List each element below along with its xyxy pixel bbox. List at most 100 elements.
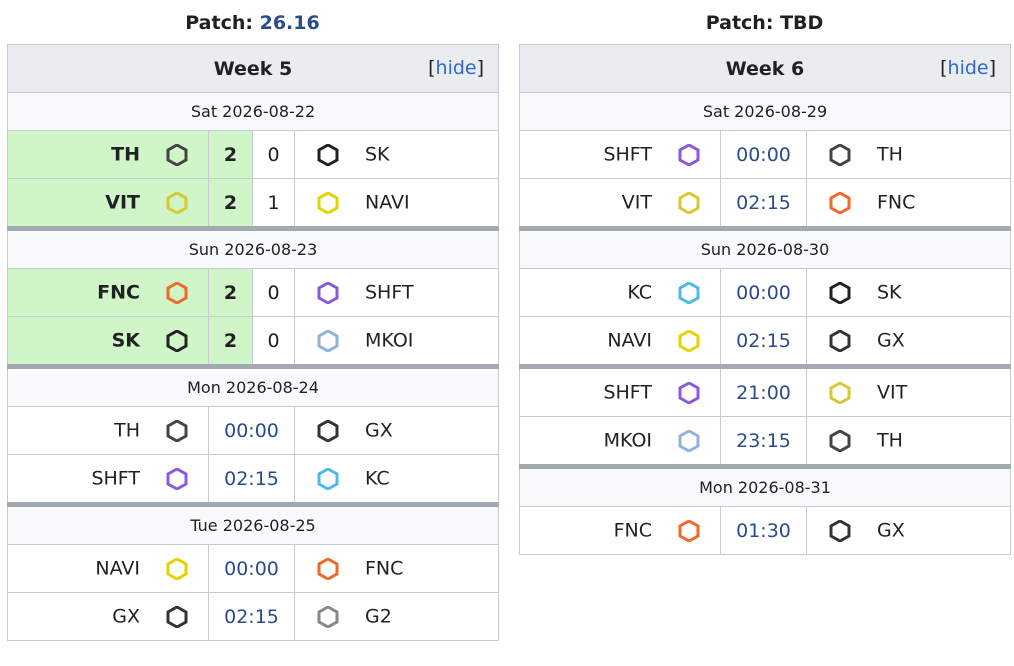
match-row: NAVI 00:00 FNC — [7, 544, 500, 593]
team-cell: KC — [519, 268, 721, 317]
match-row: TH 2 0 SK — [7, 130, 500, 179]
team-name: TH — [877, 429, 903, 452]
team-logo — [317, 143, 339, 166]
patch-caption: Patch: TBD — [519, 8, 1010, 44]
bracket: ] — [476, 57, 485, 79]
date-row: Sat 2026-08-22 — [6, 92, 500, 131]
team-name: TH — [114, 419, 140, 442]
date-cell: Mon 2026-08-24 — [6, 364, 500, 407]
team-name: SHFT — [603, 143, 652, 166]
score: 2 — [208, 130, 253, 179]
date-cell: Sun 2026-08-30 — [518, 226, 1012, 269]
match-time: 02:15 — [208, 454, 295, 505]
team-cell: KC — [293, 454, 500, 505]
match-time: 00:00 — [208, 406, 295, 455]
bracket: [ — [428, 57, 436, 79]
week-title: Week 5 — [213, 57, 293, 80]
team-logo — [166, 329, 188, 352]
toggle: [hide] — [428, 57, 484, 79]
team-logo — [678, 381, 700, 404]
score: 0 — [252, 316, 295, 367]
team-cell: FNC — [805, 178, 1012, 229]
match-row: SHFT 21:00 VIT — [519, 364, 1012, 417]
team-name: SK — [365, 143, 390, 166]
team-cell: TH — [805, 416, 1012, 467]
schedule-table: Week 5 [hide] Sat 2026-08-22 TH 2 0 SK VIT 2 1 NAV… — [6, 44, 500, 641]
match-time: 00:00 — [720, 130, 807, 179]
team-logo — [166, 467, 188, 490]
team-cell: VIT — [519, 178, 721, 229]
toggle: [hide] — [940, 57, 996, 79]
team-logo — [317, 557, 339, 580]
team-name: GX — [877, 519, 905, 542]
team-name: MKOI — [603, 429, 652, 452]
date-cell: Tue 2026-08-25 — [6, 502, 500, 545]
team-name: FNC — [613, 519, 652, 542]
team-logo — [317, 419, 339, 442]
date-row: Tue 2026-08-25 — [6, 502, 500, 545]
match-row: GX 02:15 G2 — [7, 592, 500, 641]
match-row: TH 00:00 GX — [7, 406, 500, 455]
match-row: VIT 02:15 FNC — [519, 178, 1012, 229]
date-cell: Sat 2026-08-22 — [6, 92, 500, 131]
team-logo — [317, 329, 339, 352]
team-name: GX — [877, 329, 905, 352]
match-time: 02:15 — [720, 316, 807, 367]
team-cell: FNC — [519, 506, 721, 555]
date-row: Sat 2026-08-29 — [518, 92, 1012, 131]
team-name: SHFT — [365, 281, 414, 304]
team-logo — [829, 329, 851, 352]
team-cell: SHFT — [519, 130, 721, 179]
team-logo — [317, 191, 339, 214]
match-row: MKOI 23:15 TH — [519, 416, 1012, 467]
team-cell: G2 — [293, 592, 500, 641]
team-cell: GX — [805, 316, 1012, 367]
team-cell: TH — [7, 406, 209, 455]
team-cell: GX — [293, 406, 500, 455]
team-name: NAVI — [365, 191, 410, 214]
score: 2 — [208, 268, 253, 317]
hide-link[interactable]: hide — [947, 57, 989, 79]
team-cell: SHFT — [293, 268, 500, 317]
patch-label: Patch: — [185, 12, 253, 34]
week-panel: Patch: 26.16 Week 5 [hide] Sat 2026-08-22 TH… — [6, 8, 500, 641]
team-cell: NAVI — [293, 178, 500, 229]
team-cell: VIT — [7, 178, 209, 229]
match-row: SHFT 00:00 TH — [519, 130, 1012, 179]
team-logo — [829, 519, 851, 542]
match-time: 00:00 — [720, 268, 807, 317]
team-cell: SK — [293, 130, 500, 179]
team-name: SHFT — [603, 381, 652, 404]
team-cell: SK — [7, 316, 209, 367]
hide-link[interactable]: hide — [435, 57, 477, 79]
team-logo — [678, 143, 700, 166]
team-name: GX — [112, 605, 140, 628]
team-cell: GX — [7, 592, 209, 641]
team-cell: MKOI — [519, 416, 721, 467]
week-title-cell: Week 6 [hide] — [518, 44, 1012, 93]
team-name: GX — [365, 419, 393, 442]
patch-caption: Patch: 26.16 — [7, 8, 498, 44]
week-title: Week 6 — [725, 57, 805, 80]
patch-value: 26.16 — [259, 12, 320, 34]
team-cell: SHFT — [519, 364, 721, 417]
date-row: Sun 2026-08-23 — [6, 226, 500, 269]
team-logo — [678, 281, 700, 304]
team-cell: FNC — [7, 268, 209, 317]
team-logo — [166, 191, 188, 214]
schedule-table: Week 6 [hide] Sat 2026-08-29 SHFT 00:00 TH VIT… — [518, 44, 1012, 555]
match-row: NAVI 02:15 GX — [519, 316, 1012, 367]
team-name: FNC — [365, 557, 404, 580]
team-cell: NAVI — [7, 544, 209, 593]
team-name: G2 — [365, 605, 392, 628]
bracket: ] — [988, 57, 997, 79]
team-name: VIT — [621, 191, 652, 214]
team-name: FNC — [877, 191, 916, 214]
header-row: Week 5 [hide] — [6, 44, 500, 93]
header-row: Week 6 [hide] — [518, 44, 1012, 93]
team-logo — [317, 281, 339, 304]
date-row: Mon 2026-08-24 — [6, 364, 500, 407]
team-logo — [829, 381, 851, 404]
team-name: FNC — [97, 281, 140, 304]
